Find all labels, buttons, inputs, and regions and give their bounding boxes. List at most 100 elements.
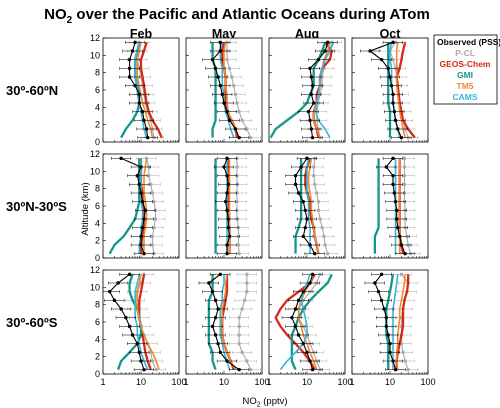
- data-point: [237, 251, 241, 256]
- data-point: [293, 182, 298, 187]
- data-point: [402, 165, 407, 169]
- data-point: [142, 367, 146, 372]
- data-point: [220, 92, 224, 97]
- data-point: [309, 75, 314, 79]
- series-line: [307, 158, 320, 254]
- data-point: [379, 298, 384, 303]
- y-tick-label: 4: [95, 334, 100, 344]
- legend: Observed (PSS) P-CL GEOS-Chem GMI TM5 CA…: [433, 34, 500, 105]
- data-point: [376, 289, 381, 294]
- data-point: [305, 156, 309, 161]
- legend-entry-tm5: TM5: [457, 81, 474, 91]
- data-point: [235, 199, 239, 204]
- series-cams: [306, 158, 311, 254]
- data-point: [245, 272, 249, 277]
- panel-frame: [102, 37, 180, 143]
- data-point: [142, 118, 146, 123]
- y-tick-label: 0: [95, 369, 100, 379]
- data-point: [388, 341, 392, 346]
- series-cams: [134, 274, 149, 370]
- y-tick-label: 6: [95, 317, 100, 327]
- data-point: [325, 251, 330, 256]
- data-point: [225, 191, 229, 195]
- data-point: [213, 315, 218, 320]
- data-point: [401, 350, 405, 355]
- data-point: [233, 92, 238, 97]
- y-tick-label: 10: [90, 166, 100, 176]
- series-gmi: [373, 158, 380, 254]
- series-line: [395, 274, 406, 370]
- data-point: [315, 191, 319, 195]
- data-point: [305, 350, 309, 355]
- data-point: [373, 281, 377, 285]
- row-label-30-60s: 30º-60ºS: [6, 315, 58, 330]
- series-observed: [119, 40, 158, 140]
- data-point: [140, 199, 145, 204]
- panel-30-60-s-aug: 1 10 100: [266, 269, 353, 387]
- data-point: [139, 234, 143, 239]
- data-point: [388, 75, 392, 79]
- series-tm5: [395, 42, 406, 138]
- x-tick-label: 10: [136, 377, 146, 387]
- data-point: [127, 57, 132, 62]
- data-point: [213, 66, 218, 71]
- data-point: [207, 281, 211, 285]
- data-point: [313, 182, 317, 187]
- data-point: [154, 367, 158, 372]
- series-observed: [198, 272, 250, 372]
- data-point: [311, 165, 316, 169]
- x-tick-label: 10: [219, 377, 229, 387]
- data-point: [218, 40, 223, 45]
- series-line: [306, 158, 311, 254]
- data-point: [133, 40, 137, 45]
- panel-30-n-30-s-may: [185, 153, 263, 259]
- series-tm5: [221, 274, 237, 371]
- y-tick-label: 4: [95, 218, 100, 228]
- legend-box: [433, 34, 498, 105]
- data-point: [225, 156, 229, 161]
- y-tick-label: 2: [95, 236, 100, 246]
- data-point: [403, 251, 407, 256]
- data-point: [140, 109, 145, 114]
- data-point: [308, 359, 312, 363]
- panel-30-60-n-oct: [351, 37, 429, 143]
- data-point: [392, 191, 397, 195]
- y-tick-label: 10: [90, 50, 100, 60]
- data-point: [394, 217, 399, 221]
- data-point: [139, 165, 143, 169]
- y-tick-label: 6: [95, 85, 100, 95]
- series-geos-chem: [395, 42, 416, 139]
- data-point: [225, 173, 229, 178]
- data-point: [384, 165, 389, 169]
- data-point: [310, 272, 315, 277]
- data-point: [391, 182, 395, 187]
- data-point: [227, 118, 232, 123]
- data-point: [139, 191, 143, 195]
- data-point: [393, 199, 398, 204]
- panel-30-60-n-aug: [268, 37, 346, 143]
- data-point: [237, 333, 241, 337]
- y-tick-label: 2: [95, 352, 100, 362]
- data-point: [296, 298, 301, 303]
- data-point: [216, 307, 220, 311]
- data-point: [303, 208, 307, 213]
- data-point: [391, 359, 395, 363]
- data-point: [142, 251, 146, 256]
- x-tick-label: 10: [385, 377, 395, 387]
- series-line: [274, 273, 316, 371]
- data-point: [225, 251, 229, 256]
- y-tick-label: 8: [95, 300, 100, 310]
- data-point: [222, 101, 226, 105]
- data-point: [127, 75, 132, 79]
- data-point: [386, 66, 390, 71]
- data-point: [391, 173, 395, 178]
- y-tick-label: 2: [95, 120, 100, 130]
- y-tick-label: 4: [95, 102, 100, 112]
- panel-30-60-s-feb: 0 2 4 6 8 10 12 1 10 100: [90, 265, 187, 387]
- series-line: [108, 158, 141, 255]
- data-point: [293, 324, 298, 329]
- panel-30-n-30-s-aug: [268, 153, 346, 259]
- data-point: [322, 234, 326, 239]
- series-tm5: [223, 42, 240, 138]
- data-point: [325, 40, 330, 45]
